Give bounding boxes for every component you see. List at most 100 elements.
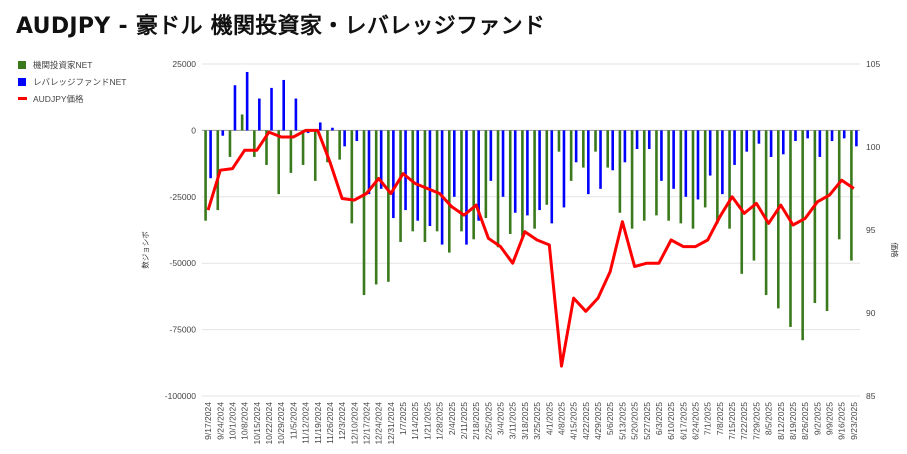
- y-tick-label: 0: [191, 125, 196, 135]
- bar: [533, 130, 536, 229]
- y-tick-label: -100000: [165, 391, 196, 401]
- bar: [830, 130, 834, 142]
- x-tick-label: 4/8/2025: [556, 402, 566, 435]
- x-tick-label: 3/25/2025: [532, 402, 542, 440]
- x-tick-label: 7/29/2025: [751, 402, 761, 440]
- bar: [667, 130, 670, 221]
- x-tick-label: 4/29/2025: [593, 402, 603, 440]
- bar: [708, 130, 712, 176]
- y-axis-title: 数ジョシボ: [140, 231, 150, 269]
- x-tick-label: 5/13/2025: [617, 402, 627, 440]
- price-line: [206, 128, 855, 368]
- bar: [781, 130, 785, 155]
- bar: [526, 130, 529, 216]
- y-tick-label: -50000: [170, 258, 197, 268]
- bar: [428, 130, 432, 227]
- bar: [611, 130, 615, 171]
- bar: [404, 130, 407, 211]
- bar: [452, 130, 456, 197]
- bar: [362, 130, 366, 296]
- y2-tick-label: 90: [866, 308, 876, 318]
- bar: [326, 130, 329, 163]
- bar: [660, 130, 663, 181]
- bar: [367, 130, 371, 195]
- bar: [647, 130, 651, 149]
- y2-tick-label: 100: [866, 142, 880, 152]
- bar: [501, 130, 505, 197]
- legend-item-leveraged: レバレッジファンドNET: [18, 73, 127, 90]
- bar: [684, 130, 688, 197]
- bar: [587, 130, 590, 195]
- y2-tick-label: 105: [866, 59, 880, 69]
- bar: [209, 130, 212, 179]
- bar: [387, 130, 390, 282]
- bar: [465, 130, 468, 245]
- bar: [240, 114, 244, 131]
- y2-tick-label: 95: [866, 225, 876, 235]
- bar: [331, 127, 334, 131]
- x-tick-label: 1/21/2025: [422, 402, 432, 440]
- legend: 機関投資家NET レバレッジファンドNET AUDJPY価格: [18, 56, 127, 107]
- bar: [228, 130, 232, 157]
- x-tick-label: 11/19/2024: [313, 402, 323, 444]
- bar: [282, 79, 286, 131]
- bar: [513, 130, 517, 213]
- bar: [850, 130, 853, 261]
- legend-label: レバレッジファンドNET: [33, 76, 127, 87]
- x-tick-label: 6/24/2025: [691, 402, 701, 440]
- x-tick-label: 11/26/2024: [325, 402, 335, 444]
- x-tick-label: 10/1/2024: [227, 402, 237, 440]
- bar: [818, 130, 822, 157]
- x-tick-label: 10/8/2024: [240, 402, 250, 440]
- bar: [594, 130, 597, 152]
- bar: [733, 130, 736, 165]
- bar: [745, 130, 749, 152]
- chart-title: AUDJPY - 豪ドル 機関投資家・レバレッジファンド: [16, 14, 546, 39]
- x-tick-label: 4/1/2025: [544, 402, 554, 435]
- bar: [716, 130, 719, 224]
- bar: [496, 130, 500, 248]
- bar: [350, 130, 354, 224]
- legend-item-price: AUDJPY価格: [18, 90, 127, 107]
- x-tick-label: 2/25/2025: [483, 402, 493, 440]
- bar: [679, 130, 683, 224]
- bar: [538, 130, 541, 211]
- x-tick-label: 1/14/2025: [410, 402, 420, 440]
- bar: [416, 130, 420, 221]
- x-tick-label: 8/12/2025: [776, 402, 786, 440]
- x-tick-label: 10/22/2024: [264, 402, 274, 445]
- bar: [270, 87, 273, 131]
- bar: [642, 130, 646, 221]
- x-tick-label: 9/23/2025: [849, 402, 859, 440]
- bar: [794, 130, 797, 142]
- bar: [582, 130, 585, 168]
- bar: [618, 130, 622, 213]
- bar: [550, 130, 554, 224]
- y2-axis-title: 価格: [890, 243, 900, 258]
- bar: [338, 130, 341, 160]
- bar: [672, 130, 675, 189]
- bar: [294, 98, 298, 131]
- bar: [484, 130, 488, 219]
- bar: [313, 130, 317, 181]
- x-tick-label: 7/22/2025: [739, 402, 749, 440]
- bar: [374, 130, 378, 285]
- x-tick-label: 10/29/2024: [276, 402, 286, 445]
- bar: [789, 130, 792, 327]
- bar: [447, 130, 451, 253]
- bar: [343, 130, 346, 147]
- green-square-icon: [18, 60, 26, 69]
- bar: [216, 130, 220, 211]
- x-tick-label: 12/24/2024: [374, 402, 384, 445]
- x-tick-label: 4/22/2025: [581, 402, 591, 440]
- bar: [318, 122, 322, 131]
- bar: [752, 130, 756, 261]
- bar: [776, 130, 780, 309]
- bar: [379, 130, 383, 189]
- bar: [521, 130, 524, 237]
- bar: [392, 130, 395, 219]
- bar: [569, 130, 573, 181]
- x-tick-label: 9/24/2024: [215, 402, 225, 440]
- x-tick-label: 3/4/2025: [496, 402, 506, 435]
